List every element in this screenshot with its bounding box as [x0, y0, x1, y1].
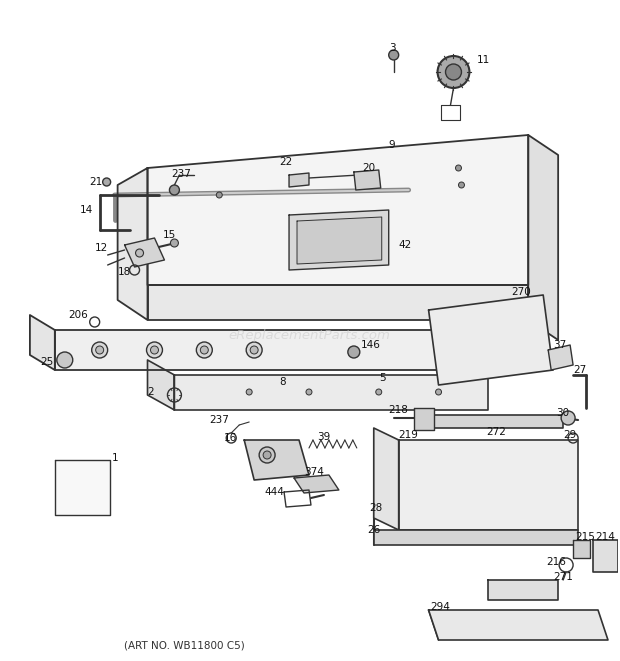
Polygon shape [374, 428, 399, 530]
Text: 444: 444 [264, 487, 284, 497]
Text: 21: 21 [90, 177, 103, 187]
Text: 214: 214 [595, 532, 615, 542]
Polygon shape [148, 360, 174, 410]
Text: 26: 26 [367, 525, 380, 535]
Text: 270: 270 [512, 287, 531, 297]
Polygon shape [244, 440, 309, 480]
Text: 9: 9 [389, 140, 396, 150]
Text: 1: 1 [112, 453, 118, 463]
Text: 42: 42 [399, 240, 412, 250]
Polygon shape [30, 315, 55, 370]
Circle shape [246, 389, 252, 395]
Circle shape [250, 346, 258, 354]
Polygon shape [528, 135, 558, 340]
Circle shape [216, 192, 222, 198]
Polygon shape [428, 415, 563, 428]
Text: 5: 5 [379, 373, 386, 383]
Circle shape [436, 389, 441, 395]
Text: 146: 146 [361, 340, 381, 350]
Polygon shape [374, 530, 578, 545]
Text: 15: 15 [162, 230, 175, 240]
Polygon shape [428, 610, 608, 640]
Polygon shape [294, 475, 339, 493]
Polygon shape [548, 345, 573, 370]
Text: 11: 11 [476, 55, 490, 65]
Text: 215: 215 [575, 532, 595, 542]
Text: 216: 216 [546, 557, 566, 567]
Circle shape [197, 342, 212, 358]
Circle shape [348, 346, 360, 358]
Circle shape [57, 352, 73, 368]
Circle shape [376, 389, 382, 395]
Circle shape [438, 56, 469, 88]
Text: 271: 271 [553, 572, 573, 582]
Circle shape [146, 342, 162, 358]
Polygon shape [289, 210, 389, 270]
Text: 219: 219 [399, 430, 419, 440]
Text: 30: 30 [556, 408, 569, 418]
Circle shape [389, 50, 399, 60]
Text: 28: 28 [369, 503, 382, 513]
Circle shape [458, 182, 464, 188]
Text: eReplacementParts.com: eReplacementParts.com [228, 329, 390, 342]
Text: 25: 25 [40, 357, 53, 367]
Polygon shape [289, 173, 309, 187]
Text: 8: 8 [279, 377, 286, 387]
Text: 206: 206 [68, 310, 87, 320]
Polygon shape [428, 295, 553, 385]
Text: 237: 237 [210, 415, 229, 425]
Polygon shape [297, 217, 382, 264]
Polygon shape [573, 540, 590, 558]
Text: 272: 272 [486, 427, 507, 437]
Polygon shape [118, 168, 148, 320]
Text: 218: 218 [389, 405, 409, 415]
Polygon shape [148, 285, 528, 320]
Circle shape [456, 165, 461, 171]
Text: 18: 18 [118, 267, 131, 277]
Text: 14: 14 [80, 205, 93, 215]
Text: 29: 29 [563, 430, 577, 440]
Circle shape [151, 346, 159, 354]
Text: 3: 3 [389, 43, 396, 53]
Text: 237: 237 [172, 169, 192, 179]
Polygon shape [125, 238, 164, 267]
Circle shape [95, 346, 104, 354]
Circle shape [103, 178, 110, 186]
Text: 374: 374 [304, 467, 324, 477]
Polygon shape [55, 460, 110, 515]
Polygon shape [354, 170, 381, 190]
Text: 22: 22 [279, 157, 292, 167]
Circle shape [136, 249, 143, 257]
Text: 12: 12 [95, 243, 108, 253]
Text: 16: 16 [224, 433, 237, 443]
Text: 20: 20 [362, 163, 375, 173]
Text: 39: 39 [317, 432, 330, 442]
Text: (ART NO. WB11800 C5): (ART NO. WB11800 C5) [124, 640, 245, 650]
Circle shape [246, 342, 262, 358]
Text: 27: 27 [573, 365, 587, 375]
Text: 294: 294 [430, 602, 451, 612]
Circle shape [169, 185, 179, 195]
Polygon shape [148, 135, 528, 285]
Polygon shape [414, 408, 433, 430]
Circle shape [170, 239, 179, 247]
Circle shape [446, 64, 461, 80]
Text: 2: 2 [148, 387, 154, 397]
Polygon shape [55, 330, 528, 370]
Circle shape [92, 342, 108, 358]
Polygon shape [593, 540, 618, 572]
Circle shape [561, 411, 575, 425]
Circle shape [200, 346, 208, 354]
Circle shape [263, 451, 271, 459]
Circle shape [306, 389, 312, 395]
Polygon shape [489, 580, 558, 600]
Polygon shape [399, 440, 578, 530]
Text: 37: 37 [553, 340, 567, 350]
Circle shape [259, 447, 275, 463]
Polygon shape [174, 375, 489, 410]
